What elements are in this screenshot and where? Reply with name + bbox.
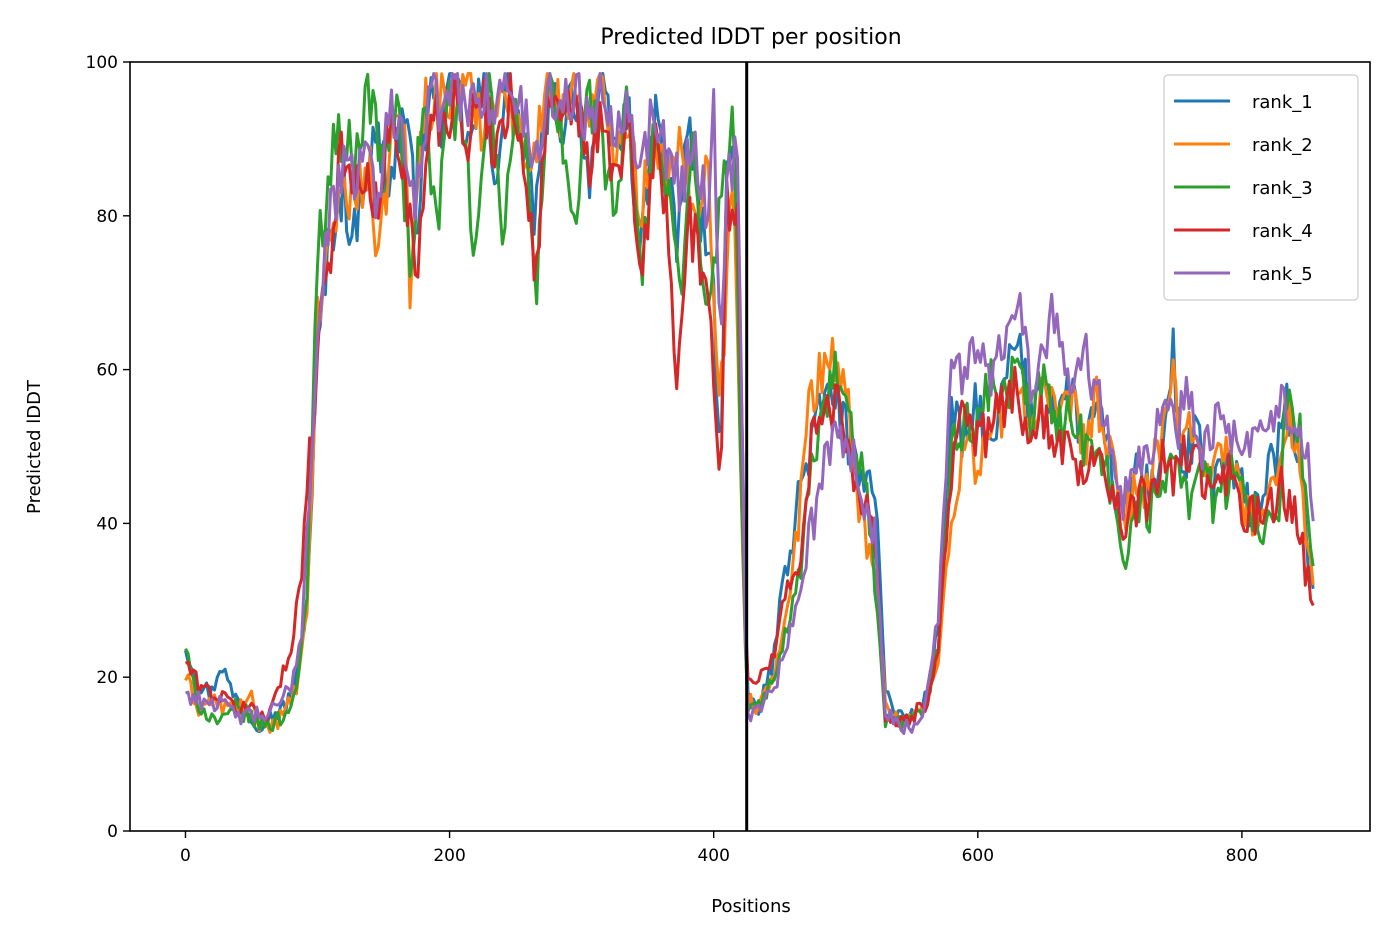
series-line-rank_4 [185,72,1315,728]
x-axis-label: Positions [711,896,790,917]
x-tick-label: 0 [180,846,191,866]
x-tick-label: 400 [697,846,729,866]
plot-area [184,62,1315,831]
legend-box [1163,74,1359,301]
legend: rank_1 rank_2 rank_3 rank_4 rank_5 [1163,74,1359,301]
legend-label-rank_2: rank_2 [1252,135,1313,156]
plot-frame [129,61,1371,832]
x-tick-label: 800 [1226,846,1258,866]
y-tick-label: 0 [107,822,118,842]
y-tick-label: 100 [86,53,118,73]
y-tick-label: 40 [96,514,118,534]
y-axis-label: Predicted lDDT [24,379,45,514]
y-tick-label: 80 [96,207,118,227]
axes: 0 200 400 600 800 0 20 40 60 80 100 [86,53,1371,866]
series-line-rank_2 [184,72,1315,734]
legend-label-rank_3: rank_3 [1252,178,1313,199]
legend-label-rank_5: rank_5 [1252,264,1313,285]
chart-title: Predicted lDDT per position [600,25,901,50]
legend-label-rank_1: rank_1 [1252,92,1313,113]
y-tick-label: 60 [96,361,118,381]
legend-label-rank_4: rank_4 [1252,221,1313,242]
y-tick-label: 20 [96,668,118,688]
x-tick-label: 600 [962,846,994,866]
x-tick-label: 200 [433,846,465,866]
series-line-rank_3 [184,72,1315,732]
series-line-rank_5 [185,72,1315,735]
